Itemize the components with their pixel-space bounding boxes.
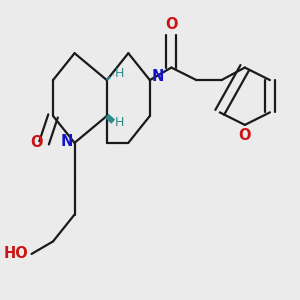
Text: N: N (152, 69, 164, 84)
Text: H: H (115, 67, 124, 80)
Text: O: O (165, 17, 178, 32)
Text: H: H (115, 116, 124, 129)
Text: O: O (238, 128, 251, 143)
Text: HO: HO (4, 247, 29, 262)
Text: N: N (60, 134, 73, 149)
Text: O: O (30, 135, 42, 150)
